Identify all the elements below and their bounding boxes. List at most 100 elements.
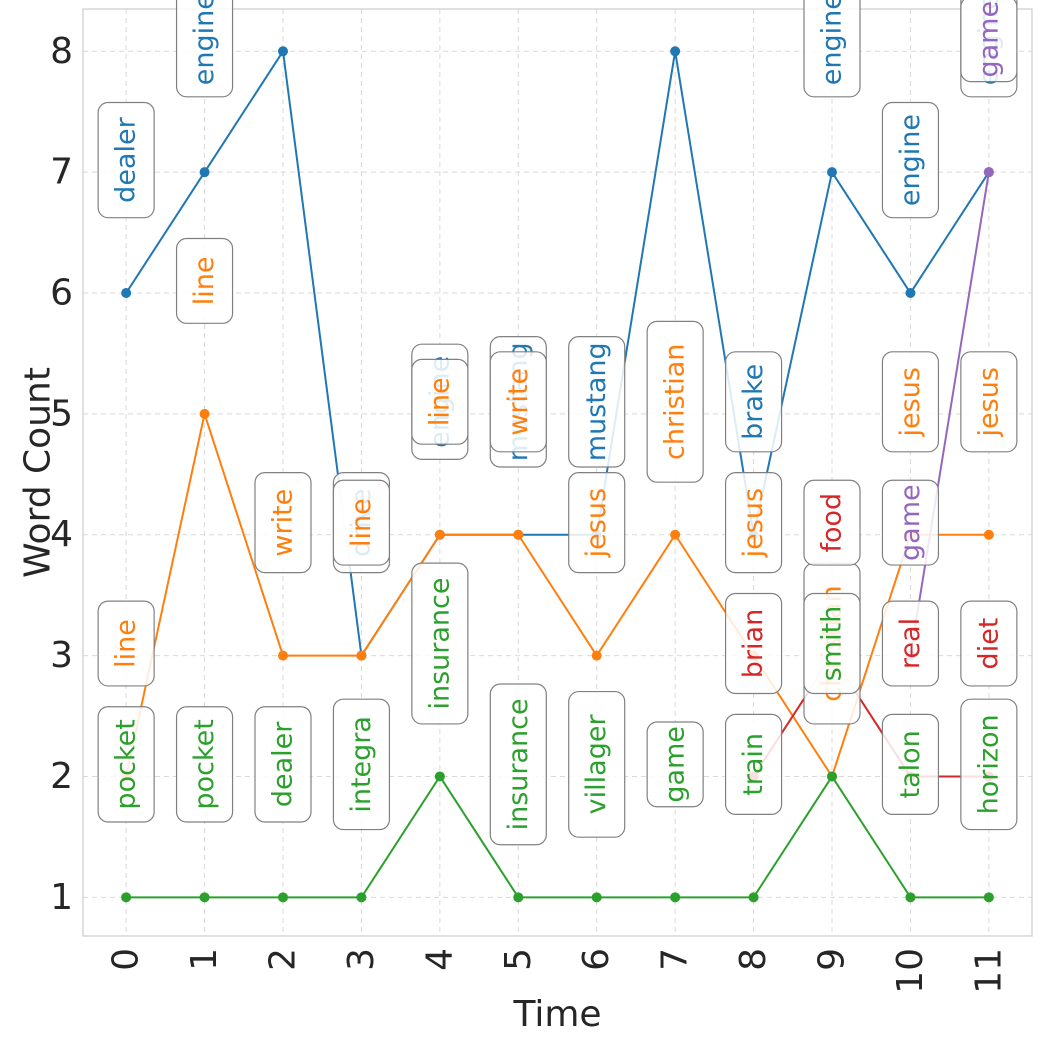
word-label: game (960, 0, 1018, 83)
word-label: engine (175, 0, 234, 98)
word-label: game (646, 721, 704, 808)
svg-text:line: line (424, 377, 455, 426)
svg-text:villager: villager (581, 714, 612, 815)
x-tick-label: 8 (733, 948, 774, 971)
y-tick-label: 6 (50, 273, 73, 314)
word-label: train (724, 713, 783, 815)
y-tick-label: 1 (50, 877, 73, 918)
word-label: jesus (881, 351, 940, 453)
y-tick-labels: 1 2 3 4 5 6 7 8 (50, 31, 73, 918)
svg-text:real: real (895, 618, 926, 669)
svg-text:game: game (895, 484, 926, 561)
svg-text:dealer: dealer (267, 721, 298, 807)
data-point (591, 650, 602, 661)
data-point (513, 529, 524, 540)
x-tick-label: 2 (262, 948, 303, 971)
word-label: real (881, 600, 940, 687)
word-label: brake (724, 351, 783, 453)
word-label: jesus (568, 472, 626, 574)
svg-text:line: line (111, 619, 142, 668)
data-point (827, 167, 838, 178)
svg-text:engine: engine (817, 0, 848, 85)
data-point (983, 529, 994, 540)
word-label: dealer (97, 101, 155, 219)
data-point (983, 892, 994, 903)
x-tick-label: 0 (106, 948, 147, 971)
y-tick-label: 8 (50, 31, 73, 72)
word-label: engine (881, 101, 940, 219)
word-label: engine (803, 0, 861, 98)
svg-text:insurance: insurance (503, 698, 534, 830)
word-label: brian (724, 592, 783, 695)
data-point (670, 46, 681, 57)
word-label: pocket (97, 706, 155, 823)
svg-text:brake: brake (738, 364, 769, 440)
series-line (125, 50, 990, 657)
word-label: jesus (960, 351, 1018, 453)
data-point (983, 167, 994, 178)
data-point (905, 892, 916, 903)
word-label: line (411, 358, 469, 445)
series-line (752, 654, 989, 778)
y-tick-label: 5 (50, 393, 73, 434)
word-label: food (803, 479, 861, 566)
series-lines (125, 50, 990, 899)
svg-text:write: write (267, 489, 298, 557)
data-point (277, 46, 288, 57)
svg-text:game: game (973, 1, 1004, 78)
data-point (591, 892, 602, 903)
series-line (909, 172, 990, 656)
x-tick-label: 9 (812, 948, 853, 971)
y-tick-label: 2 (50, 756, 73, 797)
svg-text:line: line (189, 257, 220, 306)
data-point (121, 892, 132, 903)
data-point (827, 771, 838, 782)
word-label: line (97, 600, 155, 687)
word-labels: dealerenginepricedriveenginemustangmusta… (97, 0, 1018, 846)
data-point (670, 892, 681, 903)
word-label: insurance (411, 562, 469, 725)
x-tick-label: 6 (576, 948, 617, 971)
data-point (434, 771, 445, 782)
data-point (434, 529, 445, 540)
word-label: villager (568, 690, 626, 838)
word-label: write (489, 351, 547, 453)
svg-text:pocket: pocket (189, 719, 220, 809)
word-label: mustang (568, 335, 626, 468)
data-point (356, 892, 367, 903)
svg-text:jesus: jesus (973, 367, 1004, 437)
svg-text:insurance: insurance (424, 578, 455, 710)
data-point (277, 892, 288, 903)
svg-text:smith: smith (817, 606, 848, 682)
svg-text:jesus: jesus (738, 488, 769, 558)
svg-text:game: game (660, 726, 691, 803)
data-point (199, 167, 210, 178)
svg-text:jesus: jesus (581, 488, 612, 558)
data-point (121, 288, 132, 299)
svg-text:integra: integra (346, 716, 377, 813)
plot-frame (82, 8, 1033, 937)
svg-text:brian: brian (738, 609, 769, 678)
svg-text:engine: engine (189, 0, 220, 85)
y-tick-label: 4 (50, 514, 73, 555)
svg-text:talon: talon (895, 730, 926, 798)
word-label: horizon (960, 698, 1018, 831)
x-tick-label: 10 (890, 948, 931, 994)
word-label: game (881, 479, 940, 566)
series-line (126, 775, 989, 899)
word-label: christian (646, 320, 704, 483)
x-tick-label: 4 (419, 948, 460, 971)
svg-text:write: write (503, 368, 534, 436)
y-tick-label: 3 (50, 635, 73, 676)
data-point (199, 892, 210, 903)
word-label: insurance (489, 683, 547, 846)
data-point (905, 288, 916, 299)
svg-text:mustang: mustang (581, 342, 612, 461)
x-tick-label: 5 (498, 948, 539, 971)
word-label: smith (803, 592, 861, 695)
word-label: talon (881, 713, 940, 815)
x-axis-title: Time (512, 994, 601, 1035)
x-tick-label: 3 (341, 948, 382, 971)
word-label: line (175, 237, 234, 324)
